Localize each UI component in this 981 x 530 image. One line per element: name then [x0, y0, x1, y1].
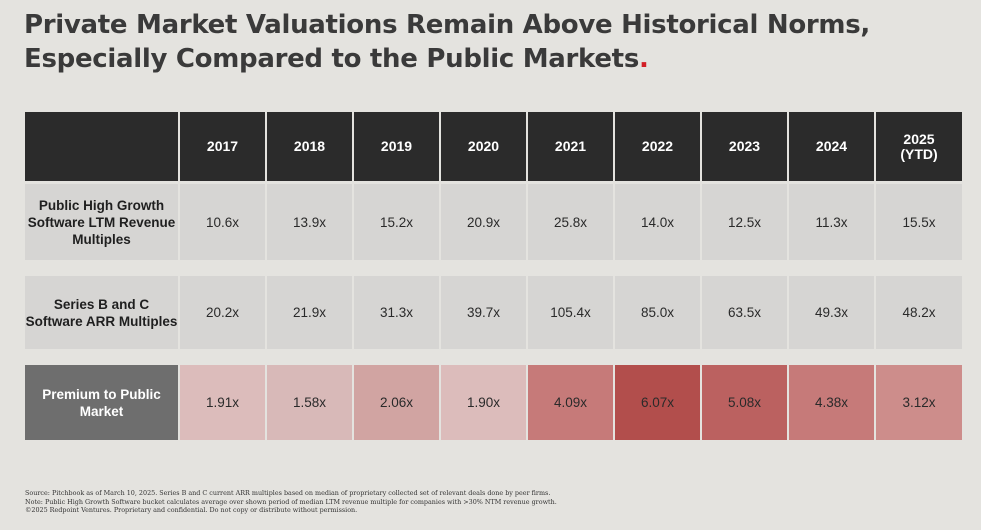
table-cell: 20.9x [441, 184, 526, 260]
heat-cell: 2.06x [354, 365, 439, 440]
page-title: Private Market Valuations Remain Above H… [24, 8, 964, 76]
header-year-2023: 2023 [702, 112, 787, 181]
header-year-2020: 2020 [441, 112, 526, 181]
table-cell: 13.9x [267, 184, 352, 260]
header-corner-cell [25, 112, 178, 181]
table-cell: 63.5x [702, 276, 787, 349]
header-year-2022: 2022 [615, 112, 700, 181]
header-year-2018: 2018 [267, 112, 352, 181]
header-year-2019: 2019 [354, 112, 439, 181]
table-cell: 15.2x [354, 184, 439, 260]
heat-cell: 6.07x [615, 365, 700, 440]
footnote-note: Note: Public High Growth Software bucket… [25, 497, 557, 506]
header-year-2021: 2021 [528, 112, 613, 181]
table-cell: 14.0x [615, 184, 700, 260]
table-cell: 39.7x [441, 276, 526, 349]
title-line-2: Especially Compared to the Public Market… [24, 42, 964, 76]
row-label: Public High Growth Software LTM Revenue … [25, 184, 178, 260]
footnote: Source: Pitchbook as of March 10, 2025. … [25, 489, 965, 515]
table-cell: 25.8x [528, 184, 613, 260]
valuation-table: 2017 2018 2019 2020 2021 2022 2023 2024 … [25, 112, 964, 440]
table-row-premium: Premium to Public Market 1.91x 1.58x 2.0… [25, 365, 964, 440]
table-cell: 20.2x [180, 276, 265, 349]
row-label: Series B and C Software ARR Multiples [25, 276, 178, 349]
heat-cell: 1.90x [441, 365, 526, 440]
header-year-2025-ytd: 2025 (YTD) [876, 112, 962, 181]
title-line-2-text: Especially Compared to the Public Market… [24, 44, 639, 74]
header-year-2017: 2017 [180, 112, 265, 181]
header-year-2025-ytd-label: 2025 (YTD) [900, 130, 938, 162]
footnote-source: Source: Pitchbook as of March 10, 2025. … [25, 489, 551, 497]
table-cell: 85.0x [615, 276, 700, 349]
table-cell: 31.3x [354, 276, 439, 349]
footnote-copyright: ©2025 Redpoint Ventures. Proprietary and… [25, 506, 358, 515]
table-cell: 21.9x [267, 276, 352, 349]
table-cell: 10.6x [180, 184, 265, 260]
header-year-2024: 2024 [789, 112, 874, 181]
table-cell: 48.2x [876, 276, 962, 349]
heat-cell: 1.58x [267, 365, 352, 440]
row-label: Premium to Public Market [25, 365, 178, 440]
table-cell: 105.4x [528, 276, 613, 349]
title-accent-dot: . [639, 44, 649, 74]
table-cell: 12.5x [702, 184, 787, 260]
table-row-public-software: Public High Growth Software LTM Revenue … [25, 184, 964, 260]
table-cell: 11.3x [789, 184, 874, 260]
heat-cell: 4.38x [789, 365, 874, 440]
table-cell: 15.5x [876, 184, 962, 260]
heat-cell: 4.09x [528, 365, 613, 440]
title-line-1: Private Market Valuations Remain Above H… [24, 10, 870, 40]
heat-cell: 1.91x [180, 365, 265, 440]
table-header-row: 2017 2018 2019 2020 2021 2022 2023 2024 … [25, 112, 964, 181]
table-row-series-bc: Series B and C Software ARR Multiples 20… [25, 276, 964, 349]
table-cell: 49.3x [789, 276, 874, 349]
heat-cell: 5.08x [702, 365, 787, 440]
heat-cell: 3.12x [876, 365, 962, 440]
